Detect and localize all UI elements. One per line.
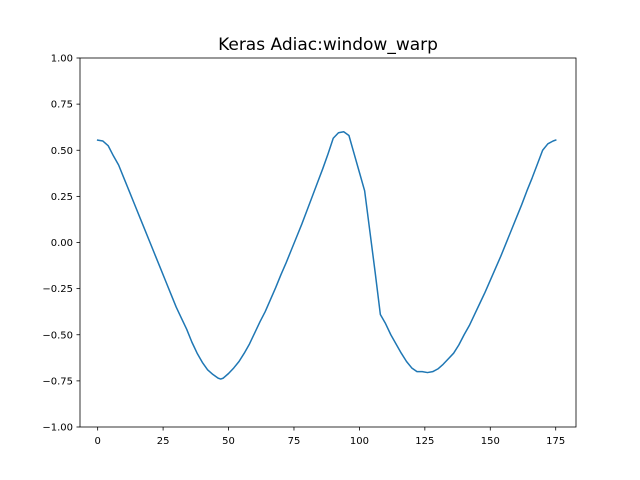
chart-title: Keras Adiac:window_warp (218, 35, 438, 55)
x-tick-label: 125 (415, 436, 434, 447)
y-tick-label: 0.25 (51, 192, 73, 203)
y-tick-label: −0.25 (42, 284, 73, 295)
plot-frame (79, 57, 577, 428)
plot-area (80, 58, 576, 427)
y-axis: −1.00 −0.75 −0.50 −0.25 0.00 0.25 0.50 0.75 1.00 (42, 54, 80, 434)
x-tick-label: 150 (481, 436, 500, 447)
y-tick-label: 0.75 (51, 100, 73, 111)
x-tick-label: 100 (350, 436, 369, 447)
x-tick-label: 175 (546, 436, 565, 447)
x-axis: 0 25 50 75 100 125 150 175 (94, 427, 565, 447)
y-tick-label: 0.50 (51, 146, 73, 157)
series-layer (96, 131, 557, 380)
y-tick-label: −0.50 (42, 330, 73, 341)
series-line-0 (96, 131, 557, 380)
x-tick-label: 75 (288, 436, 301, 447)
x-tick-label: 0 (94, 436, 100, 447)
x-tick-label: 50 (222, 436, 235, 447)
y-tick-label: 0.00 (51, 238, 73, 249)
y-tick-label: −1.00 (42, 423, 73, 434)
y-tick-label: −0.75 (42, 376, 73, 387)
y-tick-label: 1.00 (51, 54, 73, 65)
x-tick-label: 25 (157, 436, 170, 447)
